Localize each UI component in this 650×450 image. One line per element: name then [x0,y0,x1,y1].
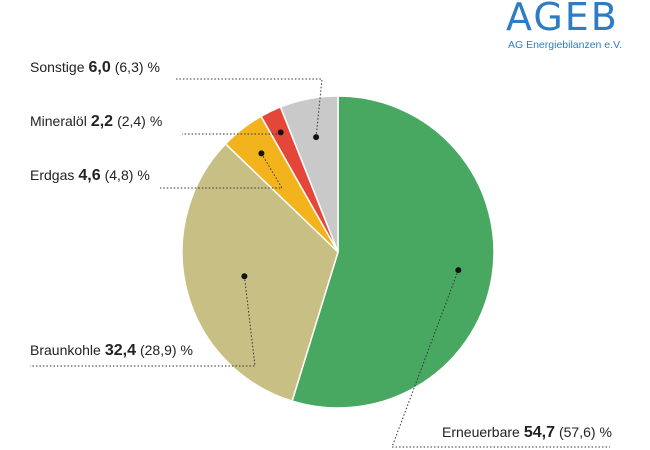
slice-previous-value: (57,6) [558,424,596,440]
slice-label-sonstige: Sonstige 6,0 (6,3)% [30,60,160,76]
slice-value: 6,0 [88,59,111,76]
slice-value: 2,2 [90,113,114,130]
slice-unit: % [599,424,612,440]
slice-name: Erneuerbare [442,424,520,440]
slice-name: Braunkohle [30,342,101,358]
slice-name: Mineralöl [30,113,87,129]
slice-unit: % [149,113,163,129]
slice-label-braunkohle: Braunkohle 32,4 (28,9)% [30,343,193,359]
slice-value: 4,6 [78,167,101,184]
slice-label-erdgas: Erdgas 4,6 (4,8)% [30,168,150,184]
slice-value: 54,7 [523,424,555,441]
slice-unit: % [137,167,150,183]
slice-label-erneuerbare: Erneuerbare 54,7 (57,6)% [442,425,612,441]
slice-previous-value: (6,3) [114,59,144,75]
ageb-logo: AGEB [506,0,619,39]
leader-dot-mineraloel [277,129,284,136]
leader-dot-sonstige [313,134,320,141]
slice-previous-value: (2,4) [117,113,146,129]
slice-unit: % [147,59,160,75]
slice-label-mineraloel: Mineralöl 2,2 (2,4)% [30,114,162,130]
slice-value: 32,4 [104,342,136,359]
slice-previous-value: (28,9) [139,342,177,358]
pie-slice-braunkohle [181,142,339,403]
leader-dot-braunkohle [241,273,248,280]
leader-dot-erneuerbare [455,267,462,274]
leader-dot-erdgas [258,150,265,157]
pie-slice-sonstige [279,95,339,253]
slice-previous-value: (4,8) [104,167,134,183]
pie-slice-erneuerbare [291,95,495,409]
slice-name: Sonstige [30,59,85,75]
slice-name: Erdgas [30,167,75,183]
ageb-logo-subtitle: AG Energiebilanzen e.V. [508,39,623,51]
slice-unit: % [180,342,193,358]
